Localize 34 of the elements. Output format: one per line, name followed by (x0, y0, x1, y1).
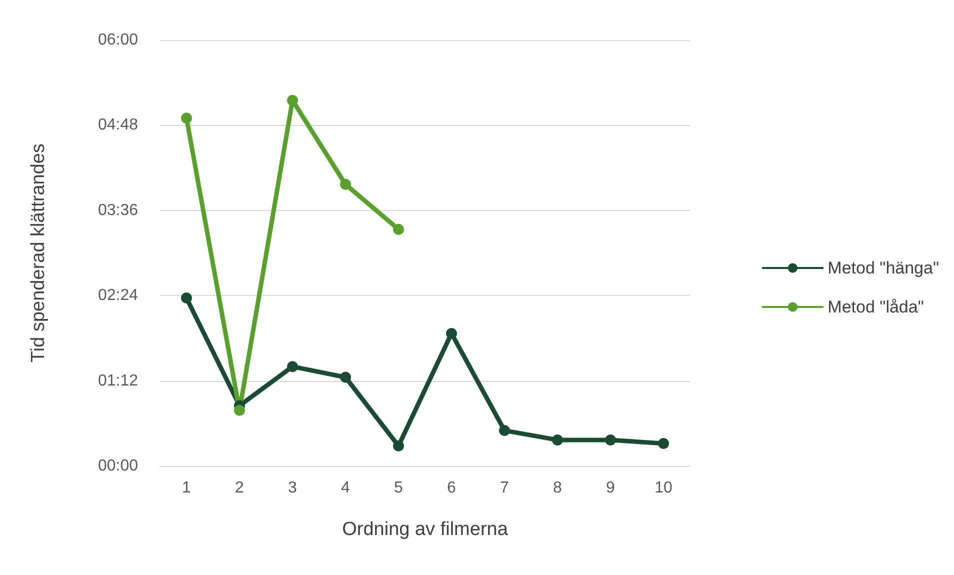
x-tick-label: 2 (235, 480, 244, 496)
point (393, 440, 404, 452)
y-tick-label: 02:24 (98, 287, 138, 304)
point (340, 372, 351, 383)
legend-label: Metod "hänga" (828, 258, 940, 278)
point (287, 361, 298, 372)
point (181, 112, 192, 124)
x-tick-label: 3 (288, 480, 298, 496)
y-tick-label: 03:36 (98, 202, 138, 219)
y-axis-title: Tid spenderad klättrandes (28, 144, 49, 362)
point (552, 434, 563, 446)
point (658, 438, 669, 450)
point (181, 292, 192, 304)
y-tick-label: 06:00 (98, 32, 138, 48)
point (234, 404, 245, 416)
y-tick-label: 04:48 (98, 116, 138, 134)
x-axis-title: Ordning av filmerna (342, 519, 508, 540)
point (499, 425, 510, 436)
x-tick-label: 6 (447, 480, 456, 496)
x-tick-label: 9 (606, 480, 616, 496)
x-tick-label: 5 (394, 480, 404, 496)
y-tick-label: 01:12 (98, 372, 138, 390)
point (446, 328, 457, 339)
x-tick-label: 7 (500, 480, 510, 496)
point (287, 94, 298, 106)
x-tick-label: 8 (553, 480, 562, 496)
y-tick-label: 00:00 (98, 458, 138, 474)
point (605, 434, 616, 446)
point (340, 178, 351, 190)
x-tick-label: 1 (182, 480, 192, 496)
x-tick-label: 4 (341, 480, 350, 496)
x-tick-label: 10 (654, 480, 672, 496)
point (393, 224, 404, 235)
legend-label: Metod "låda" (828, 298, 924, 316)
